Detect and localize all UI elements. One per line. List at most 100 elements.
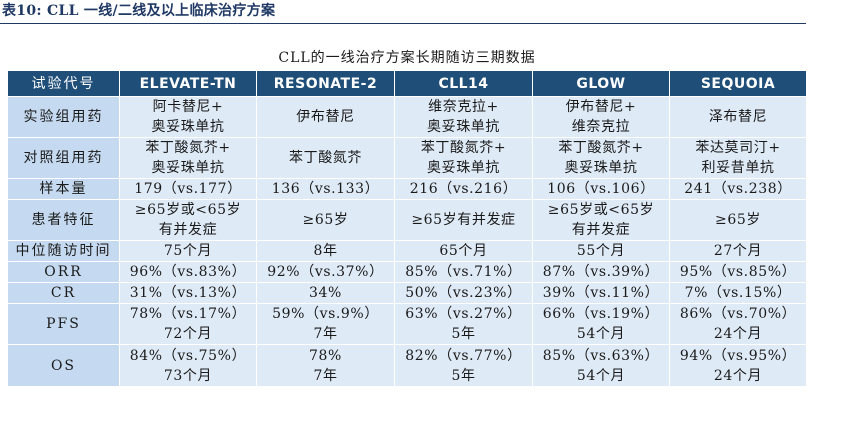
table-cell: 66%（vs.19%） 54个月	[532, 303, 670, 345]
table-title: CLL的一线治疗方案长期随访三期数据	[7, 45, 807, 71]
cell-line: 179（vs.177）	[134, 181, 242, 197]
table-cell: 阿卡替尼+ 奥妥珠单抗	[119, 96, 257, 138]
cell-line: 5年	[451, 367, 476, 384]
table-cell: 87%（vs.39%）	[532, 261, 670, 283]
table-cell: 78% 7年	[256, 344, 395, 387]
caption-divider	[0, 23, 806, 24]
cell-line: 7年	[313, 326, 338, 342]
table-cell: 27个月	[668, 240, 808, 262]
table-cell: 55个月	[532, 240, 670, 262]
table-cell: 92%（vs.37%）	[256, 261, 395, 283]
table-cell: 136（vs.133）	[256, 178, 395, 200]
cell-line: 92%（vs.37%）	[267, 264, 384, 280]
cell-line: 阿卡替尼+	[152, 99, 224, 115]
cell-line: 8年	[313, 243, 338, 259]
cell-line: 苯丁酸氮芥+	[558, 140, 644, 156]
cell-line: ≥65岁或<65岁	[547, 202, 655, 218]
header-trial: SEQUOIA	[668, 70, 808, 97]
header-trial: CLL14	[394, 70, 533, 97]
cell-line: 241（vs.238）	[684, 181, 792, 197]
table-cell: 96%（vs.83%）	[119, 261, 257, 283]
cell-line: 奥妥珠单抗	[151, 160, 225, 176]
table-cell: 84%（vs.75%） 73个月	[119, 344, 257, 387]
cell-line: 59%（vs.9%）	[272, 306, 379, 322]
cell-line: 50%（vs.23%）	[405, 285, 522, 301]
cell-line: 有并发症	[571, 222, 631, 238]
table-row: 中位随访时间 75个月 8年 65个月 55个月 27个月	[7, 240, 808, 262]
table-cell: 8年	[256, 240, 395, 262]
table-cell: 苯丁酸氮芥+ 奥妥珠单抗	[394, 137, 533, 179]
table-cell: ≥65岁	[256, 199, 395, 241]
row-label: 患者特征	[7, 199, 120, 241]
table-row: 样本量 179（vs.177） 136（vs.133） 216（vs.216） 106（…	[7, 178, 808, 200]
table-cell: 95%（vs.85%）	[668, 261, 808, 283]
cell-line: 73个月	[163, 367, 213, 384]
row-label: 对照组用药	[7, 137, 120, 179]
cell-line: 82%（vs.77%）	[405, 347, 522, 364]
header-trial: ELEVATE-TN	[119, 70, 257, 97]
table-cell: 106（vs.106）	[532, 178, 670, 200]
row-label: 实验组用药	[7, 96, 120, 138]
row-label: ORR	[7, 261, 120, 283]
cell-line: 伊布替尼+	[565, 99, 637, 115]
table-cell: ≥65岁或<65岁 有并发症	[119, 199, 257, 241]
table-cell: ≥65岁	[668, 199, 808, 241]
cell-line: 216（vs.216）	[409, 181, 518, 197]
table-cell: 伊布替尼+ 维奈克拉	[532, 96, 670, 138]
cell-line: 55个月	[576, 243, 626, 259]
table-row: ORR 96%（vs.83%） 92%（vs.37%） 85%（vs.71%） 87%（…	[7, 261, 808, 283]
header-label: 试验代号	[7, 70, 120, 97]
table-cell: 39%（vs.11%）	[532, 282, 670, 304]
table-cell: 伊布替尼	[256, 96, 395, 138]
row-label: 中位随访时间	[7, 240, 120, 262]
table-cell: 216（vs.216）	[394, 178, 533, 200]
cell-line: 86%（vs.70%）	[679, 306, 797, 322]
row-label: PFS	[7, 303, 120, 345]
cell-line: 85%（vs.63%）	[542, 347, 660, 364]
table-cell: 苯丁酸氮芥	[256, 137, 395, 179]
table-body: 实验组用药 阿卡替尼+ 奥妥珠单抗 伊布替尼 维奈克拉+ 奥妥珠单抗 伊布替尼+ 维奈克拉 泽布…	[7, 96, 808, 387]
table-cell: ≥65岁有并发症	[394, 199, 533, 241]
header-trial: RESONATE-2	[256, 70, 395, 97]
cell-line: 78%（vs.17%）	[129, 306, 247, 322]
cell-line: 94%（vs.95%）	[679, 347, 797, 364]
cell-line: 39%（vs.11%）	[542, 285, 660, 301]
table-row: 实验组用药 阿卡替尼+ 奥妥珠单抗 伊布替尼 维奈克拉+ 奥妥珠单抗 伊布替尼+ 维奈克拉 泽布…	[7, 96, 808, 138]
table-cell: 31%（vs.13%）	[119, 282, 257, 304]
table-cell: 241（vs.238）	[668, 178, 808, 200]
cell-line: 奥妥珠单抗	[151, 119, 225, 135]
cell-line: 84%（vs.75%）	[129, 347, 247, 364]
table-cell: 59%（vs.9%） 7年	[256, 303, 395, 345]
cell-line: 7年	[313, 367, 338, 384]
table-cell: 179（vs.177）	[119, 178, 257, 200]
table-caption: 表10: CLL 一线/二线及以上临床治疗方案	[2, 3, 276, 19]
table-row: 患者特征 ≥65岁或<65岁 有并发症 ≥65岁 ≥65岁有并发症 ≥65岁或<65岁 有并…	[7, 199, 808, 241]
cell-line: ≥65岁	[715, 212, 761, 228]
table-row: OS 84%（vs.75%） 73个月 78% 7年 82%（vs.77%） 5年 85%（v…	[7, 344, 808, 387]
cell-line: 维奈克拉+	[428, 99, 499, 115]
cell-line: 有并发症	[158, 222, 218, 238]
cell-line: 34%	[309, 285, 342, 301]
table-cell: 75个月	[119, 240, 257, 262]
cell-line: 106（vs.106）	[547, 181, 655, 197]
table-row: CR 31%（vs.13%） 34% 50%（vs.23%） 39%（vs.11%） 7%…	[7, 282, 808, 304]
table-title-row: CLL的一线治疗方案长期随访三期数据	[7, 45, 807, 71]
table-cell: 苯丁酸氮芥+ 奥妥珠单抗	[119, 137, 257, 179]
header-trial: GLOW	[532, 70, 670, 97]
cell-line: 87%（vs.39%）	[542, 264, 660, 280]
cell-line: 85%（vs.71%）	[405, 264, 522, 280]
cell-line: ≥65岁有并发症	[411, 212, 516, 228]
cell-line: 奥妥珠单抗	[427, 119, 500, 135]
cell-line: 96%（vs.83%）	[129, 264, 247, 280]
cell-line: 65个月	[439, 243, 488, 259]
row-label: OS	[7, 344, 120, 387]
table-cell: 泽布替尼	[668, 96, 808, 138]
table-cell: 维奈克拉+ 奥妥珠单抗	[394, 96, 533, 138]
table-cell: 63%（vs.27%） 5年	[394, 303, 533, 345]
table-row: 对照组用药 苯丁酸氮芥+ 奥妥珠单抗 苯丁酸氮芥 苯丁酸氮芥+ 奥妥珠单抗 苯丁酸氮芥+ 奥妥…	[7, 137, 808, 179]
cell-line: 31%（vs.13%）	[129, 285, 247, 301]
cell-line: 利妥昔单抗	[701, 160, 775, 176]
table-cell: 86%（vs.70%） 24个月	[668, 303, 808, 345]
cell-line: 苯丁酸氮芥+	[420, 140, 507, 156]
cell-line: 136（vs.133）	[271, 181, 380, 197]
